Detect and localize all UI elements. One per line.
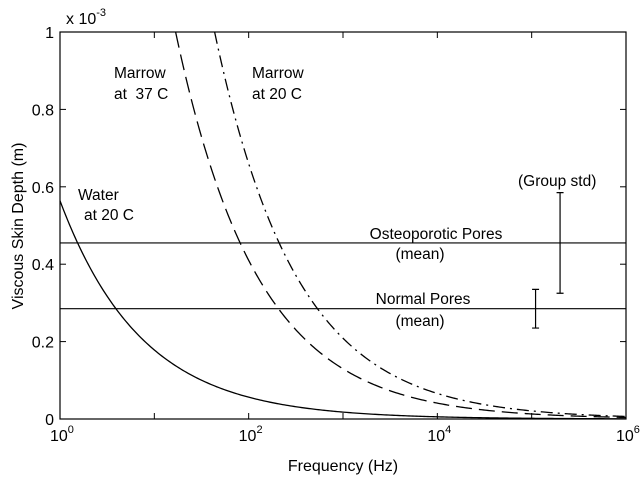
- axis-ticks: 100 102 104 106 0 0.2 0.4 0.6 0.8 1: [32, 25, 640, 445]
- x-tick-label-0: 100: [50, 424, 74, 445]
- normal-label: Normal Pores: [376, 291, 471, 308]
- x-axis-label: Frequency (Hz): [288, 458, 398, 475]
- y-multiplier: x 10-3: [66, 7, 106, 28]
- osteo-label-2: (mean): [395, 246, 444, 263]
- marrow37-label: Marrow: [114, 65, 166, 82]
- x-tick-label-2: 104: [427, 424, 451, 445]
- y-tick-label-5: 1: [45, 25, 54, 42]
- osteo-label: Osteoporotic Pores: [370, 226, 503, 243]
- marrow20-label-2: at 20 C: [252, 86, 302, 103]
- marrow20-label: Marrow: [252, 65, 304, 82]
- y-tick-label-0: 0: [45, 412, 54, 429]
- error-bar-0: [556, 192, 564, 294]
- marrow37-label-2: at 37 C: [114, 86, 168, 103]
- error-bars: [532, 192, 564, 329]
- water-label-2: at 20 C: [84, 207, 134, 224]
- error-bar-1: [532, 288, 540, 329]
- y-tick-label-2: 0.4: [32, 257, 54, 274]
- x-tick-label-3: 106: [616, 424, 640, 445]
- normal-label-2: (mean): [395, 313, 444, 330]
- group-std-label: (Group std): [518, 173, 596, 190]
- y-tick-label-3: 0.6: [32, 180, 54, 197]
- x-tick-label-1: 102: [239, 424, 263, 445]
- series-line-0: [59, 200, 626, 420]
- y-tick-label-1: 0.2: [32, 335, 54, 352]
- reference-lines: [60, 242, 626, 310]
- water-label: Water: [78, 187, 119, 204]
- series-line-1: [174, 31, 627, 419]
- y-axis-label: Viscous Skin Depth (m): [10, 143, 27, 310]
- y-tick-label-4: 0.8: [32, 102, 54, 119]
